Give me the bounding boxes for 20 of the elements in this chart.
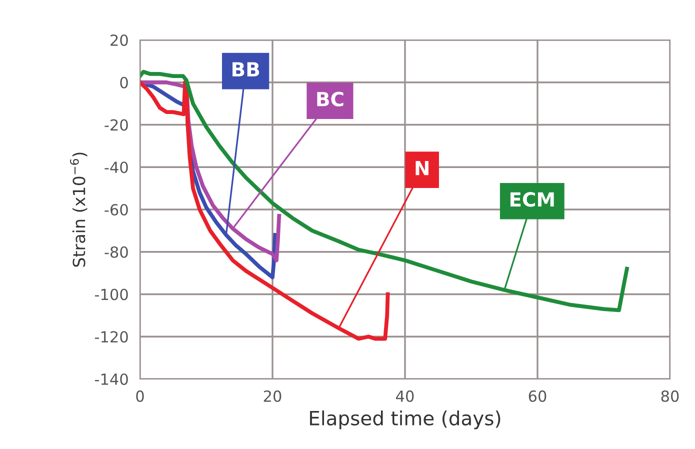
text: BC (317, 92, 344, 106)
y-tick-label: -80 (104, 246, 128, 258)
y-tick-label: 20 (110, 34, 128, 46)
y-tick-label: -100 (94, 288, 128, 300)
text: ECM (510, 192, 554, 207)
x-tick-label: 80 (661, 390, 679, 402)
y-tick-label: -60 (104, 204, 128, 216)
x-tick-label: 40 (396, 390, 414, 402)
text: BB (232, 62, 260, 76)
y-tick-label: -140 (94, 373, 128, 386)
y-tick-label: -20 (104, 119, 128, 131)
y-tick-label: 0 (120, 76, 128, 88)
x-tick-label: 20 (264, 390, 282, 402)
x-tick-label: 0 (136, 390, 144, 402)
y-axis-title: Strain (x10$^{−6}$) (70, 152, 88, 267)
y-tick-label: -40 (104, 162, 128, 174)
y-tick-label: -120 (94, 331, 128, 343)
x-axis-title: Elapsed time (days) (310, 410, 500, 430)
x-tick-label: 60 (528, 390, 546, 402)
text: N (416, 161, 428, 176)
